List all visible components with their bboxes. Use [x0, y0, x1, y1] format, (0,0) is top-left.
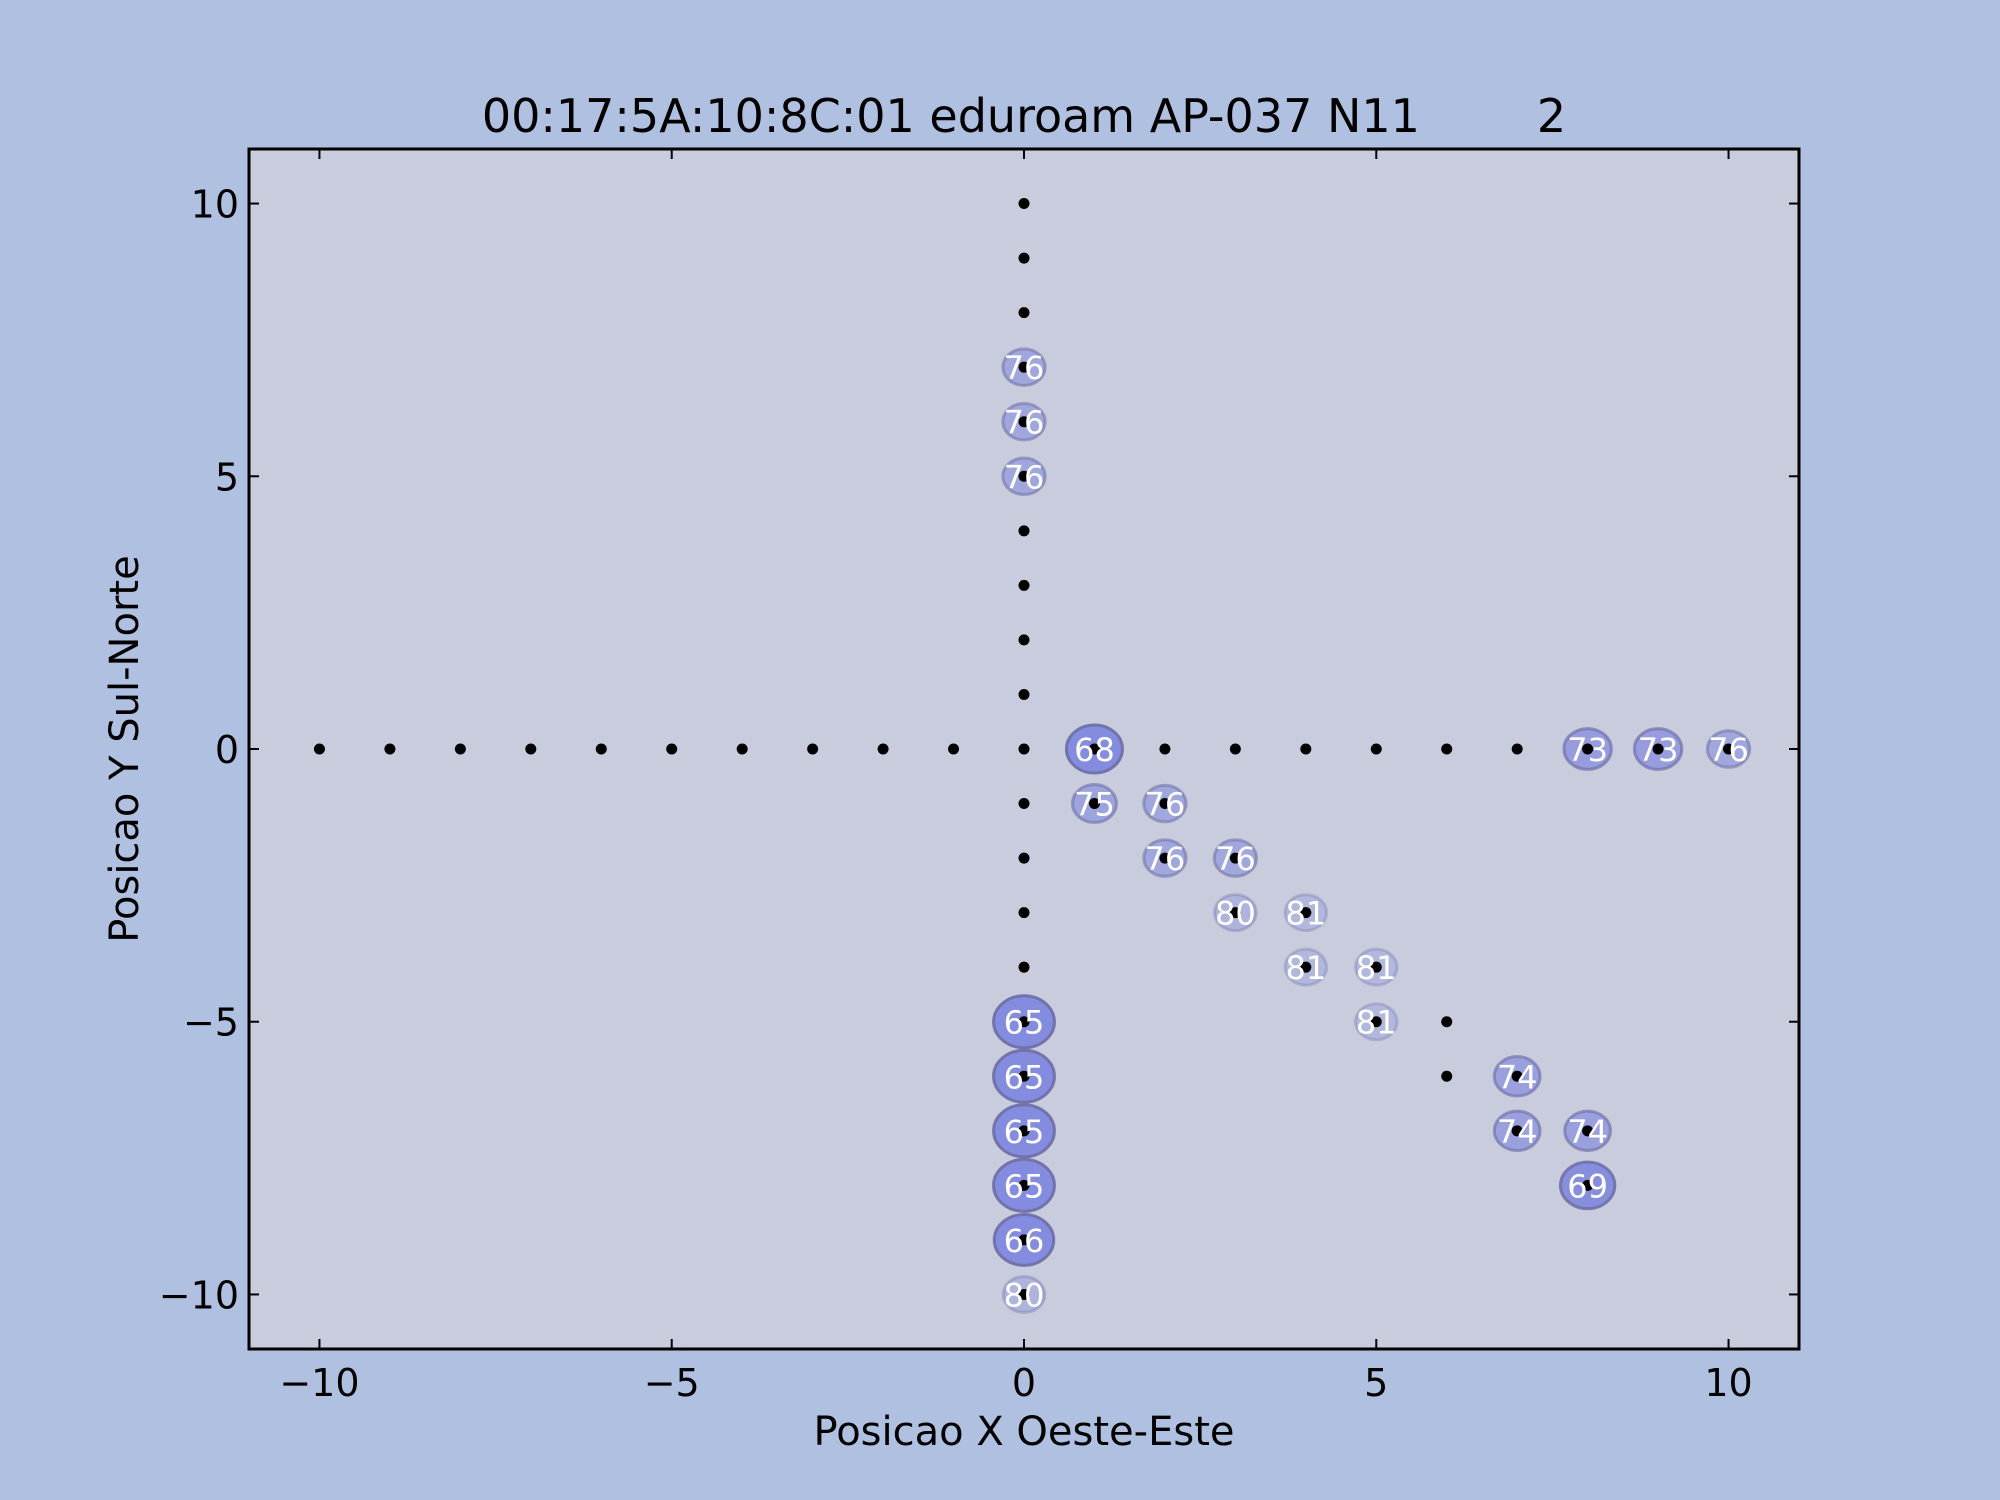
data-point: [1652, 743, 1664, 755]
data-point: [1018, 470, 1030, 482]
rssi-label: 80: [1215, 895, 1256, 933]
data-point: [1088, 798, 1100, 810]
rssi-label: 76: [1004, 458, 1045, 496]
rssi-label: 76: [1004, 349, 1045, 387]
data-point: [525, 743, 537, 755]
data-point: [1370, 743, 1382, 755]
rssi-label: 81: [1285, 949, 1326, 987]
data-point: [1300, 743, 1312, 755]
data-point: [1018, 361, 1030, 373]
data-point: [313, 743, 325, 755]
rssi-label: 80: [1004, 1276, 1045, 1314]
y-tick-label: −10: [159, 1273, 239, 1317]
data-point: [1441, 1070, 1453, 1082]
data-point: [1018, 798, 1030, 810]
data-point: [1511, 1070, 1523, 1082]
rssi-label: 65: [1004, 1004, 1045, 1042]
data-point: [1018, 1288, 1030, 1300]
data-point: [1300, 961, 1312, 973]
x-tick-label: 5: [1364, 1361, 1388, 1405]
rssi-label: 74: [1497, 1113, 1538, 1151]
chart-title: 00:17:5A:10:8C:01 eduroam AP-037 N11 2: [482, 89, 1566, 143]
data-point: [1018, 525, 1030, 537]
data-point: [1441, 1016, 1453, 1028]
data-point: [1511, 743, 1523, 755]
y-tick-label: 10: [191, 183, 239, 227]
data-point: [1229, 907, 1241, 919]
data-point: [1723, 743, 1735, 755]
data-point: [384, 743, 396, 755]
data-point: [1229, 743, 1241, 755]
y-tick-label: 0: [215, 728, 239, 772]
x-tick-label: −10: [279, 1361, 359, 1405]
rssi-label: 65: [1004, 1113, 1045, 1151]
rssi-label: 76: [1215, 840, 1256, 878]
data-point: [1018, 688, 1030, 700]
data-point: [1511, 1125, 1523, 1137]
data-point: [1018, 579, 1030, 591]
rssi-label: 76: [1708, 731, 1749, 769]
rssi-label: 65: [1004, 1167, 1045, 1205]
data-point: [1370, 1016, 1382, 1028]
rssi-label: 74: [1567, 1113, 1608, 1151]
axis-ticks: −10 −5 0 5 10 −10 −5 0 5 10: [159, 149, 1799, 1405]
data-point: [1159, 743, 1171, 755]
x-tick-label: 0: [1012, 1361, 1036, 1405]
data-point: [1018, 1234, 1030, 1246]
data-point: [1018, 307, 1030, 319]
data-point: [1018, 961, 1030, 973]
data-point: [1159, 798, 1171, 810]
rssi-label: 73: [1638, 731, 1679, 769]
data-point: [948, 743, 960, 755]
rssi-label: 65: [1004, 1058, 1045, 1096]
chart-marks: 68 73 73 76 76 76 76 65 65 65 65 66 80 75 76 76 76 80 81 81…: [313, 198, 1752, 1314]
data-point: [1088, 743, 1100, 755]
x-tick-label: −5: [644, 1361, 700, 1405]
data-point: [1159, 852, 1171, 864]
data-point: [1229, 852, 1241, 864]
y-tick-label: −5: [183, 1001, 239, 1045]
rssi-label: 75: [1074, 786, 1115, 824]
rssi-label: 81: [1285, 895, 1326, 933]
rssi-label: 73: [1567, 731, 1608, 769]
data-point: [595, 743, 607, 755]
rssi-label: 76: [1145, 786, 1186, 824]
data-point: [1441, 743, 1453, 755]
rssi-label: 81: [1356, 949, 1397, 987]
data-point: [877, 743, 889, 755]
rssi-label: 68: [1074, 731, 1115, 769]
plot-frame: [247, 147, 1801, 1351]
data-point: [1018, 1070, 1030, 1082]
x-tick-label: 10: [1704, 1361, 1752, 1405]
rssi-label: 76: [1145, 840, 1186, 878]
data-point: [1018, 634, 1030, 646]
data-point: [1018, 252, 1030, 264]
data-point: [1018, 852, 1030, 864]
data-point: [454, 743, 466, 755]
rssi-label: 74: [1497, 1058, 1538, 1096]
data-point: [1582, 743, 1594, 755]
data-point: [666, 743, 678, 755]
rssi-label: 81: [1356, 1004, 1397, 1042]
data-point: [1582, 1179, 1594, 1191]
data-point: [1370, 961, 1382, 973]
x-axis-title: Posicao X Oeste-Este: [814, 1409, 1235, 1455]
data-point: [1018, 198, 1030, 210]
y-tick-label: 5: [215, 455, 239, 499]
rssi-label: 76: [1004, 404, 1045, 442]
data-point: [1018, 1125, 1030, 1137]
y-axis-title: Posicao Y Sul-Norte: [102, 555, 148, 942]
data-point: [1582, 1125, 1594, 1137]
rssi-label: 66: [1004, 1222, 1045, 1260]
data-point: [1018, 1179, 1030, 1191]
data-point: [1018, 1016, 1030, 1028]
data-point: [1300, 907, 1312, 919]
data-point: [736, 743, 748, 755]
data-point: [1018, 743, 1030, 755]
data-point: [1018, 416, 1030, 428]
rssi-label: 69: [1567, 1167, 1608, 1205]
data-point: [1018, 907, 1030, 919]
data-point: [807, 743, 819, 755]
